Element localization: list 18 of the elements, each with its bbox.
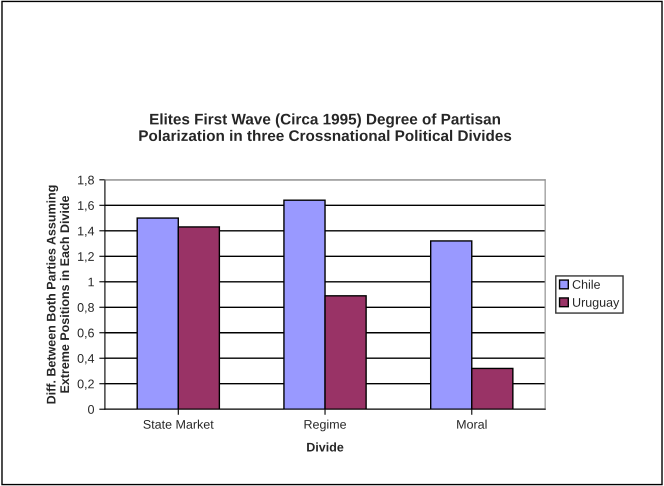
- y-tick-label: 0,4: [78, 354, 94, 364]
- x-tick-label: Regime: [304, 420, 346, 432]
- x-tick-label: Moral: [457, 420, 487, 429]
- y-tick-label: 1,6: [78, 201, 94, 212]
- x-tick-label: State Market: [143, 420, 214, 429]
- y-tick-label: 0,2: [78, 380, 94, 390]
- y-axis-title: Diff. Between Both Parties Assuming Extreme Positions in Each Divide: [46, 185, 70, 404]
- y-tick-label: 1: [88, 278, 94, 286]
- legend-label: Uruguay: [573, 298, 620, 310]
- y-tick-label: 0,8: [78, 303, 94, 314]
- y-tick-label: 0,6: [78, 328, 94, 339]
- y-tick-label: 0: [88, 405, 94, 414]
- y-tick-label: 1,4: [78, 226, 94, 237]
- y-tick-label: 1,2: [78, 252, 94, 262]
- x-axis-title: Divide: [307, 442, 344, 452]
- legend-label: Chile: [572, 280, 600, 289]
- y-tick-label: 1,8: [78, 176, 94, 186]
- chart-title: Elites First Wave (Circa 1995) Degree of Partisan Polarization in three Crossnational Political Divides: [139, 113, 512, 142]
